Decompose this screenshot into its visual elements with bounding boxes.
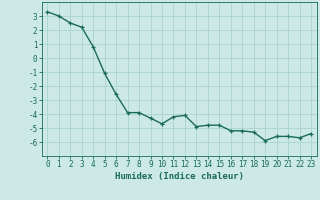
X-axis label: Humidex (Indice chaleur): Humidex (Indice chaleur) bbox=[115, 172, 244, 181]
